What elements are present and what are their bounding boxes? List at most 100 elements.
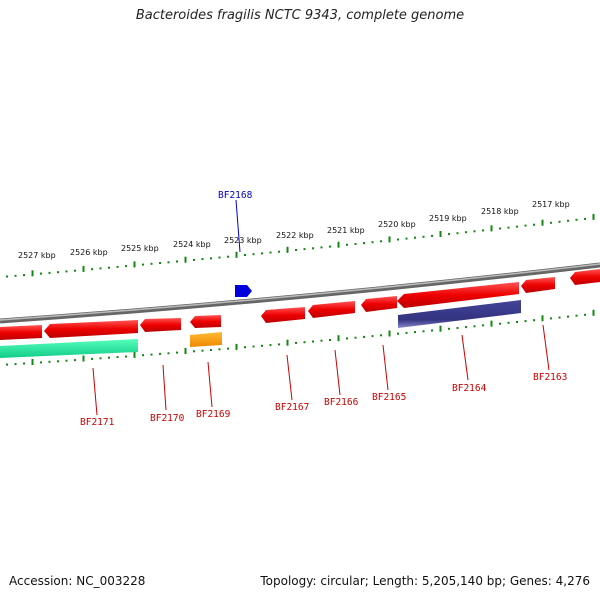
outer-tick [218, 256, 221, 259]
outer-tick [74, 269, 76, 272]
reverse-strand-genes [0, 269, 600, 340]
scale-label: 2517 kbp [532, 200, 570, 209]
scale-label: 2522 kbp [276, 231, 314, 240]
inner-tick [142, 354, 144, 357]
gene-label-bf2164[interactable]: BF2164 [452, 383, 487, 394]
inner-tick [176, 351, 178, 354]
outer-tick [380, 240, 382, 243]
gene-bf2167[interactable] [261, 307, 305, 323]
gene-label-bf2166[interactable]: BF2166 [324, 397, 359, 408]
inner-tick [422, 330, 425, 333]
inner-tick [567, 315, 569, 318]
outer-tick [371, 241, 374, 244]
inner-tick [448, 327, 450, 330]
inner-tick [218, 348, 221, 351]
scale-label: 2521 kbp [327, 226, 365, 235]
outer-tick [490, 225, 493, 232]
inner-tick [329, 339, 331, 341]
gene-bf2170[interactable] [140, 318, 181, 332]
outer-tick [133, 261, 136, 268]
outer-tick [397, 238, 399, 241]
gene-label-bf2171[interactable]: BF2171 [80, 417, 115, 428]
outer-tick [278, 250, 280, 253]
scale-labels: 2527 kbp 2526 kbp 2525 kbp 2524 kbp 2523… [18, 200, 570, 260]
inner-tick [210, 349, 212, 351]
outer-tick [473, 230, 476, 233]
outer-tick [363, 242, 365, 245]
gene-next[interactable] [570, 269, 600, 285]
inner-tick [235, 343, 238, 350]
gene-bf2168[interactable] [235, 285, 252, 297]
inner-tick [14, 363, 17, 366]
leader-bf2164 [461, 334, 469, 381]
gene-label-bf2165[interactable]: BF2165 [372, 392, 406, 403]
inner-tick [550, 317, 552, 320]
inner-tick [465, 326, 467, 329]
outer-tick [48, 271, 51, 274]
outer-tick [176, 260, 178, 263]
inner-tick [57, 360, 59, 363]
inner-tick [414, 331, 416, 334]
gene-navy[interactable] [398, 300, 521, 328]
gene-label-bf2167[interactable]: BF2167 [275, 402, 309, 413]
inner-tick [286, 339, 289, 346]
leader-bf2167 [286, 354, 293, 401]
gene-bf2169-cds[interactable] [190, 315, 221, 328]
inner-tick [482, 324, 484, 327]
inner-tick [312, 340, 314, 343]
gene-bf2165[interactable] [361, 296, 397, 312]
label-leaders [92, 324, 550, 416]
inner-tick [6, 363, 8, 366]
gene-label-bf2170[interactable]: BF2170 [150, 413, 185, 424]
inner-tick [108, 356, 110, 359]
gene-bf2171-cds[interactable] [0, 325, 42, 340]
outer-tick [439, 231, 442, 237]
outer-tick [269, 251, 272, 254]
inner-tick [40, 361, 42, 364]
inner-tick [261, 344, 263, 347]
outer-tick [40, 272, 42, 275]
outer-tick [235, 251, 238, 258]
inner-tick [575, 314, 578, 317]
inner-tick [320, 339, 323, 342]
inner-tick [473, 325, 476, 328]
gene-label-bf2169[interactable]: BF2169 [196, 409, 231, 420]
outer-tick [167, 261, 170, 264]
outer-tick [201, 258, 204, 261]
gene-teal[interactable] [0, 339, 138, 358]
outer-tick [99, 267, 102, 270]
gene-bf2164-cds[interactable] [397, 282, 519, 308]
inner-tick [184, 348, 187, 354]
outer-tick [23, 274, 25, 277]
inner-tick [380, 334, 382, 337]
inner-tick [133, 351, 136, 358]
outer-tick [337, 241, 340, 248]
gene-bf2163[interactable] [521, 277, 555, 293]
outer-tick [286, 246, 289, 253]
outer-tick [6, 275, 8, 278]
inner-tick [252, 345, 255, 348]
outer-tick [558, 220, 561, 223]
inner-tick [363, 335, 365, 338]
gene-label-bf2168[interactable]: BF2168 [218, 190, 253, 201]
gene-orange[interactable] [190, 332, 222, 347]
outer-tick [31, 270, 34, 277]
outer-tick [108, 266, 110, 269]
leader-bf2171 [92, 367, 98, 416]
inner-tick [269, 344, 272, 347]
outer-tick [65, 270, 68, 273]
genome-info-text: Topology: circular; Length: 5,205,140 bp… [260, 574, 590, 588]
outer-tick [252, 253, 255, 256]
outer-tick [329, 245, 331, 248]
gene-bf2171[interactable] [44, 320, 138, 338]
gene-label-bf2163[interactable]: BF2163 [533, 372, 567, 383]
outer-tick [210, 257, 212, 260]
inner-tick [201, 349, 204, 352]
inner-tick [397, 332, 399, 335]
outer-tick [57, 271, 59, 274]
scale-label: 2519 kbp [429, 214, 467, 223]
gene-bf2166[interactable] [308, 301, 355, 318]
outer-tick [541, 219, 544, 226]
inner-tick [31, 359, 34, 365]
